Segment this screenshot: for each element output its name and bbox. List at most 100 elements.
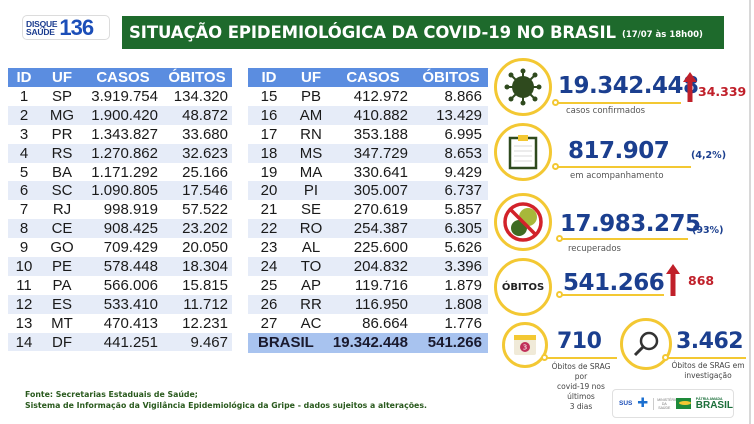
cell-uf: AM (290, 105, 332, 125)
deaths-badge: ÓBITOS (501, 281, 545, 293)
monitoring-label: em acompanhamento (570, 171, 664, 181)
table-row: 5 BA 1.171.292 25.166 (8, 163, 232, 182)
cell-uf: GO (50, 239, 74, 257)
monitoring-underline (556, 166, 691, 168)
table-row: 7 RJ 998.919 57.522 (8, 200, 232, 219)
cell-uf: PE (40, 257, 84, 276)
col-obitos: ÓBITOS (414, 68, 488, 87)
monitoring-value: 817.907 (568, 138, 670, 164)
cell-obitos: 134.320 (173, 87, 228, 105)
cell-uf: MA (299, 163, 323, 181)
cell-obitos: 33.680 (182, 125, 228, 143)
cell-casos: 353.188 (353, 125, 408, 143)
cell-obitos: 18.304 (162, 257, 232, 276)
table-row: 14 DF 441.251 9.467 (8, 332, 232, 352)
monitoring-dot (552, 163, 559, 170)
table-row: 26 RR 116.950 1.808 (248, 294, 488, 314)
table-header-row: ID UF CASOS ÓBITOS (248, 68, 488, 87)
cell-obitos: 5.626 (444, 239, 482, 257)
table-row: 10 PE 578.448 18.304 (8, 257, 232, 276)
cell-obitos: 48.872 (162, 105, 232, 125)
cell-id: 20 (248, 181, 290, 201)
cell-uf: PR (51, 125, 73, 143)
cell-id: 19 (260, 163, 278, 181)
cell-obitos: 15.815 (182, 276, 228, 294)
deaths-delta: 868 (688, 273, 715, 288)
cell-uf: MS (290, 143, 332, 163)
calendar-icon: 3 (514, 335, 536, 355)
page-border (749, 0, 751, 424)
table-row: 17 RN 353.188 6.995 (248, 125, 488, 144)
cell-uf: AC (300, 314, 322, 332)
recovered-underline (560, 238, 688, 240)
cell-id: 14 (8, 332, 40, 352)
title-bar: SITUAÇÃO EPIDEMIOLÓGICA DA COVID-19 NO B… (122, 16, 724, 49)
recovered-value: 17.983.275 (560, 211, 701, 237)
cell-obitos: 1.808 (414, 294, 488, 314)
cell-uf: AP (300, 276, 321, 294)
recovered-label: recuperados (568, 244, 621, 254)
cell-obitos: 1.879 (444, 276, 482, 294)
no-virus-icon (503, 202, 543, 242)
cell-casos: 1.090.805 (84, 181, 162, 201)
monitoring-circle (494, 123, 552, 181)
cell-obitos: 8.653 (414, 143, 488, 163)
srag-investigation-dot (662, 354, 669, 361)
col-casos: CASOS (332, 68, 414, 87)
srag-3days-label-l3: 3 dias (569, 402, 593, 411)
col-id: ID (8, 68, 40, 87)
cell-id: 5 (19, 163, 29, 181)
cell-uf: BA (51, 163, 72, 181)
cell-id: 2 (8, 105, 40, 125)
patria-amada-text: PÁTRIA AMADA (695, 396, 723, 401)
cell-obitos: 6.305 (414, 219, 488, 239)
table-row: 13 MT 470.413 12.231 (8, 314, 232, 333)
government-logos: SUS ✚ MINISTÉRIO DA SAÚDE PÁTRIA AMADA B… (612, 389, 734, 418)
cell-id: 22 (248, 219, 290, 239)
confirmed-circle (494, 58, 552, 116)
recovered-circle (494, 193, 552, 251)
cell-casos: 566.006 (103, 276, 158, 294)
footer-line2: Sistema de Informação da Vigilância Epid… (25, 401, 427, 410)
cell-uf: SC (40, 181, 84, 201)
cell-uf: AL (301, 239, 321, 257)
table-row: 12 ES 533.410 11.712 (8, 294, 232, 314)
table-row: 27 AC 86.664 1.776 (248, 314, 488, 333)
cell-id: 6 (8, 181, 40, 201)
cell-id: 15 (260, 87, 278, 105)
table-row: 20 PI 305.007 6.737 (248, 181, 488, 201)
cell-obitos: 12.231 (182, 314, 228, 332)
cell-obitos: 9.429 (444, 163, 482, 181)
cell-casos: 578.448 (84, 257, 162, 276)
cell-casos: 119.716 (354, 276, 408, 294)
brasil-text: BRASIL (695, 399, 733, 411)
cell-casos: 533.410 (84, 294, 162, 314)
deaths-circle: ÓBITOS (494, 258, 552, 316)
footer-line1: Fonte: Secretarias Estaduais de Saúde; (25, 390, 198, 399)
total-label: BRASIL (248, 332, 332, 353)
col-id: ID (248, 68, 290, 87)
confirmed-underline (556, 102, 681, 104)
table-row: 25 AP 119.716 1.879 (248, 276, 488, 295)
total-obitos: 541.266 (414, 332, 488, 353)
cell-casos: 1.171.292 (91, 163, 158, 181)
table-row: 23 AL 225.600 5.626 (248, 238, 488, 257)
cell-obitos: 57.522 (182, 201, 228, 219)
table-row: 15 PB 412.972 8.866 (248, 87, 488, 106)
srag-investigation-label-l2: investigação (684, 371, 732, 380)
cell-obitos: 8.866 (444, 87, 482, 105)
srag-investigation-value: 3.462 (676, 329, 744, 354)
srag-3days-dot (541, 354, 548, 361)
cell-id: 25 (260, 276, 278, 294)
table-row: 6 SC 1.090.805 17.546 (8, 181, 232, 201)
srag-3days-label-l1: Óbitos de SRAG por (551, 362, 611, 381)
cell-id: 16 (248, 105, 290, 125)
deaths-dot (556, 291, 563, 298)
srag-investigation-label-l1: Óbitos de SRAG em (671, 361, 745, 370)
brasil-logo: PÁTRIA AMADA BRASIL (696, 397, 733, 411)
cell-obitos: 20.050 (182, 239, 228, 257)
cell-casos: 1.900.420 (84, 105, 162, 125)
virus-icon (504, 68, 542, 106)
cell-uf: PI (290, 181, 332, 201)
source-footer: Fonte: Secretarias Estaduais de Saúde; S… (25, 389, 427, 411)
